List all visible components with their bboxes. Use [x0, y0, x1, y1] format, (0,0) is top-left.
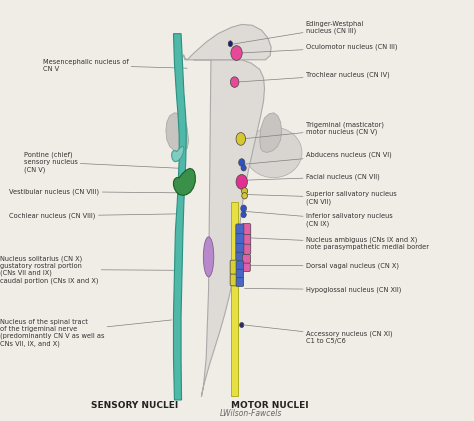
Polygon shape	[183, 24, 271, 60]
Text: Mesencephalic nucleus of
CN V: Mesencephalic nucleus of CN V	[43, 59, 187, 72]
FancyBboxPatch shape	[236, 278, 244, 286]
Text: Nucleus ambiguus (CNs IX and X)
note parasympathetic medial border: Nucleus ambiguus (CNs IX and X) note par…	[249, 237, 428, 250]
FancyBboxPatch shape	[236, 261, 244, 269]
FancyBboxPatch shape	[236, 252, 244, 261]
FancyBboxPatch shape	[236, 243, 244, 253]
Text: Inferior salivatory nucleus
(CN IX): Inferior salivatory nucleus (CN IX)	[245, 211, 392, 227]
Text: Pontine (chief)
sensory nucleus
(CN V): Pontine (chief) sensory nucleus (CN V)	[24, 152, 182, 173]
FancyBboxPatch shape	[242, 224, 251, 235]
Text: Vestibular nucleus (CN VIII): Vestibular nucleus (CN VIII)	[9, 188, 178, 195]
Text: Superior salivatory nucleus
(CN VII): Superior salivatory nucleus (CN VII)	[246, 191, 396, 205]
Text: Trochlear nucleus (CN IV): Trochlear nucleus (CN IV)	[236, 71, 390, 82]
Ellipse shape	[203, 237, 214, 277]
Polygon shape	[260, 113, 282, 152]
FancyBboxPatch shape	[230, 260, 238, 274]
Ellipse shape	[238, 159, 245, 166]
Text: Hypoglossal nucleus (CN XII): Hypoglossal nucleus (CN XII)	[245, 286, 401, 293]
Text: Nucleus solitarius (CN X)
gustatory rostral portion
(CNs VII and IX)
caudal port: Nucleus solitarius (CN X) gustatory rost…	[0, 255, 174, 284]
FancyBboxPatch shape	[242, 244, 251, 254]
Polygon shape	[231, 202, 238, 396]
Ellipse shape	[241, 205, 246, 212]
Ellipse shape	[230, 77, 239, 87]
Text: Oculomotor nucleus (CN III): Oculomotor nucleus (CN III)	[239, 44, 397, 53]
Polygon shape	[193, 60, 264, 397]
FancyBboxPatch shape	[230, 274, 238, 286]
Text: Trigeminal (masticator)
motor nucleus (CN V): Trigeminal (masticator) motor nucleus (C…	[242, 121, 384, 139]
Polygon shape	[173, 34, 186, 400]
Ellipse shape	[228, 41, 232, 47]
Ellipse shape	[231, 45, 242, 60]
Text: MOTOR NUCLEI: MOTOR NUCLEI	[231, 400, 309, 410]
FancyBboxPatch shape	[243, 263, 250, 272]
Polygon shape	[173, 168, 195, 195]
Text: Nucleus of the spinal tract
of the trigeminal nerve
(predominantly CN V as well : Nucleus of the spinal tract of the trige…	[0, 319, 172, 346]
Text: Edinger-Westphal
nucleus (CN III): Edinger-Westphal nucleus (CN III)	[232, 21, 364, 44]
Text: SENSORY NUCLEI: SENSORY NUCLEI	[91, 400, 179, 410]
Ellipse shape	[239, 322, 244, 328]
Polygon shape	[172, 147, 184, 162]
Text: LWilson-Fawcels: LWilson-Fawcels	[220, 409, 283, 418]
Text: Cochlear nucleus (CN VIII): Cochlear nucleus (CN VIII)	[9, 213, 178, 219]
Text: Abducens nucleus (CN VI): Abducens nucleus (CN VI)	[245, 151, 392, 164]
Ellipse shape	[241, 165, 246, 171]
Text: Accessory nucleus (CN XI)
C1 to C5/C6: Accessory nucleus (CN XI) C1 to C5/C6	[245, 325, 392, 344]
FancyBboxPatch shape	[242, 254, 251, 264]
Polygon shape	[166, 113, 189, 152]
Ellipse shape	[236, 174, 247, 189]
Ellipse shape	[242, 192, 247, 199]
Ellipse shape	[241, 212, 246, 218]
Circle shape	[245, 127, 302, 178]
FancyBboxPatch shape	[236, 269, 244, 278]
Ellipse shape	[236, 133, 246, 145]
Ellipse shape	[241, 188, 247, 195]
Text: Dorsal vagal nucleus (CN X): Dorsal vagal nucleus (CN X)	[246, 263, 399, 269]
FancyBboxPatch shape	[236, 234, 244, 245]
FancyBboxPatch shape	[236, 224, 244, 235]
Text: Facial nucleus (CN VII): Facial nucleus (CN VII)	[245, 173, 380, 180]
FancyBboxPatch shape	[242, 234, 251, 245]
